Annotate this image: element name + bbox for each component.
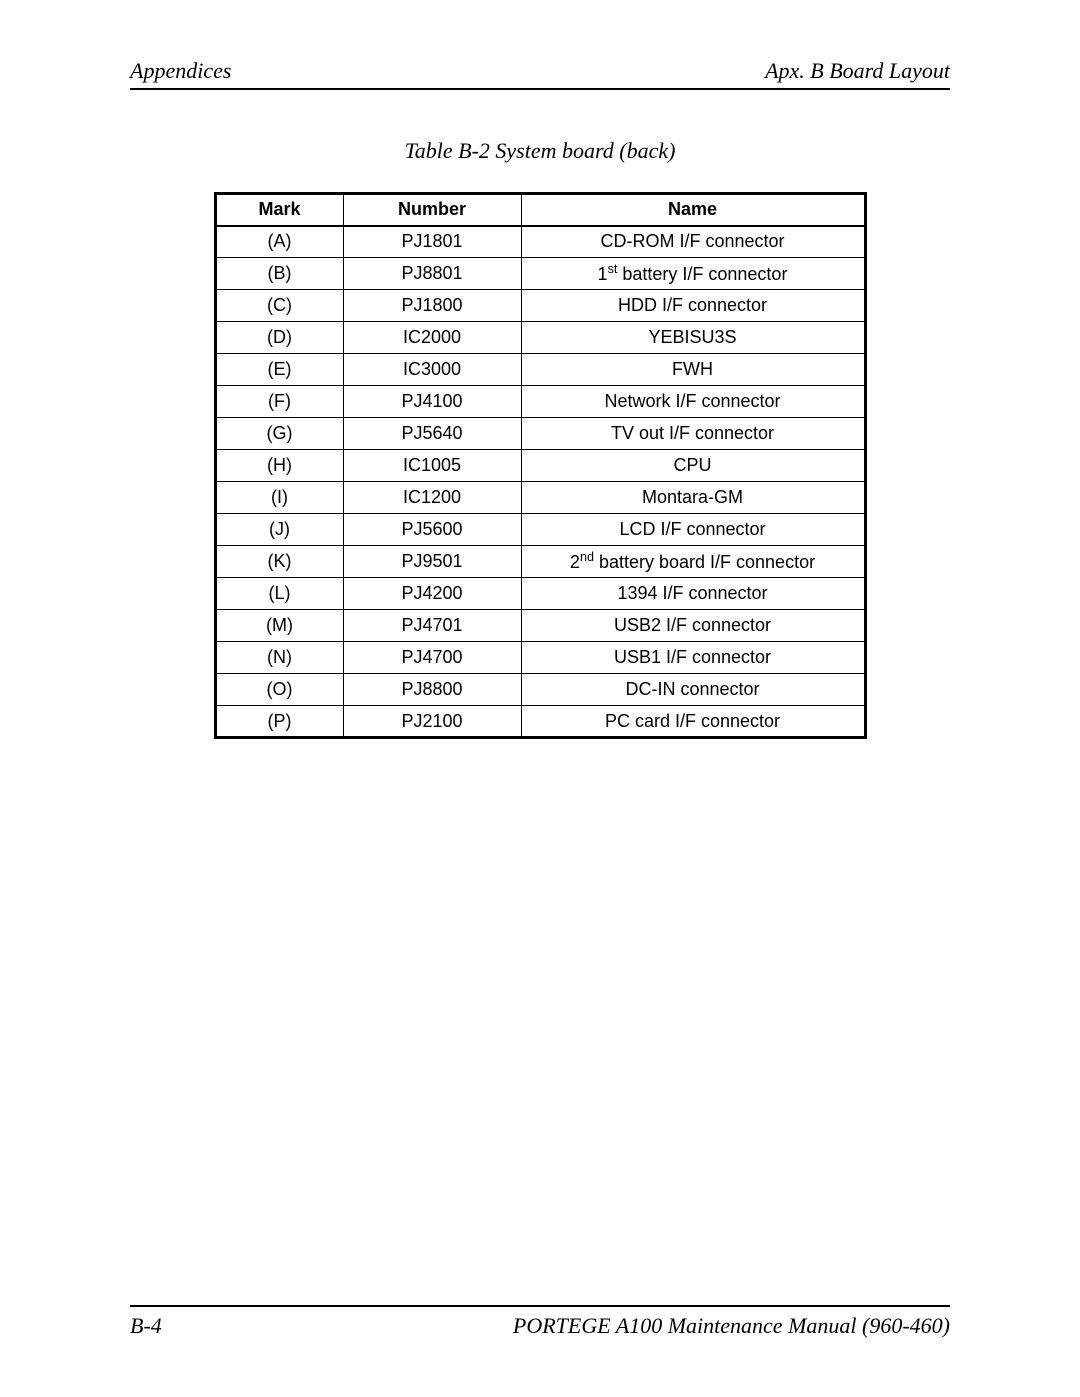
table-row: (P)PJ2100PC card I/F connector	[215, 706, 865, 738]
cell-number: PJ4200	[343, 578, 521, 610]
cell-number: IC3000	[343, 354, 521, 386]
footer-right: PORTEGE A100 Maintenance Manual (960-460…	[513, 1313, 950, 1339]
cell-mark: (L)	[215, 578, 343, 610]
cell-name: DC-IN connector	[521, 674, 865, 706]
table-row: (B)PJ88011st battery I/F connector	[215, 258, 865, 290]
table-caption: Table B-2 System board (back)	[130, 138, 950, 164]
page-header: Appendices Apx. B Board Layout	[130, 58, 950, 90]
cell-number: PJ5640	[343, 418, 521, 450]
cell-mark: (F)	[215, 386, 343, 418]
table-row: (M)PJ4701USB2 I/F connector	[215, 610, 865, 642]
cell-mark: (N)	[215, 642, 343, 674]
cell-mark: (P)	[215, 706, 343, 738]
cell-name: HDD I/F connector	[521, 290, 865, 322]
col-header-mark: Mark	[215, 194, 343, 226]
table-body: (A)PJ1801CD-ROM I/F connector(B)PJ88011s…	[215, 226, 865, 738]
cell-mark: (A)	[215, 226, 343, 258]
cell-mark: (G)	[215, 418, 343, 450]
cell-number: PJ9501	[343, 546, 521, 578]
cell-mark: (J)	[215, 514, 343, 546]
cell-number: PJ1800	[343, 290, 521, 322]
cell-name: CD-ROM I/F connector	[521, 226, 865, 258]
cell-name: LCD I/F connector	[521, 514, 865, 546]
table-row: (E)IC3000FWH	[215, 354, 865, 386]
page-footer: B-4 PORTEGE A100 Maintenance Manual (960…	[130, 1305, 950, 1339]
cell-number: PJ2100	[343, 706, 521, 738]
cell-name: FWH	[521, 354, 865, 386]
cell-name: 2nd battery board I/F connector	[521, 546, 865, 578]
table-row: (J)PJ5600LCD I/F connector	[215, 514, 865, 546]
cell-mark: (E)	[215, 354, 343, 386]
table-row: (L)PJ42001394 I/F connector	[215, 578, 865, 610]
table-container: Mark Number Name (A)PJ1801CD-ROM I/F con…	[130, 192, 950, 739]
system-board-table: Mark Number Name (A)PJ1801CD-ROM I/F con…	[214, 192, 867, 739]
cell-number: PJ5600	[343, 514, 521, 546]
cell-mark: (H)	[215, 450, 343, 482]
cell-name: USB1 I/F connector	[521, 642, 865, 674]
cell-number: IC1005	[343, 450, 521, 482]
table-row: (C)PJ1800HDD I/F connector	[215, 290, 865, 322]
header-right: Apx. B Board Layout	[765, 58, 950, 84]
cell-name: USB2 I/F connector	[521, 610, 865, 642]
table-row: (G)PJ5640TV out I/F connector	[215, 418, 865, 450]
col-header-number: Number	[343, 194, 521, 226]
header-left: Appendices	[130, 58, 231, 84]
cell-mark: (D)	[215, 322, 343, 354]
table-row: (A)PJ1801CD-ROM I/F connector	[215, 226, 865, 258]
cell-number: PJ1801	[343, 226, 521, 258]
table-row: (N)PJ4700USB1 I/F connector	[215, 642, 865, 674]
table-header-row: Mark Number Name	[215, 194, 865, 226]
table-row: (I)IC1200Montara-GM	[215, 482, 865, 514]
cell-mark: (O)	[215, 674, 343, 706]
cell-name: TV out I/F connector	[521, 418, 865, 450]
cell-name: Network I/F connector	[521, 386, 865, 418]
cell-number: PJ4700	[343, 642, 521, 674]
cell-mark: (I)	[215, 482, 343, 514]
table-row: (H)IC1005CPU	[215, 450, 865, 482]
cell-mark: (M)	[215, 610, 343, 642]
col-header-name: Name	[521, 194, 865, 226]
cell-name: PC card I/F connector	[521, 706, 865, 738]
table-row: (D)IC2000YEBISU3S	[215, 322, 865, 354]
cell-name: Montara-GM	[521, 482, 865, 514]
cell-number: PJ8800	[343, 674, 521, 706]
cell-mark: (B)	[215, 258, 343, 290]
table-row: (F)PJ4100Network I/F connector	[215, 386, 865, 418]
footer-left: B-4	[130, 1313, 162, 1339]
cell-name: CPU	[521, 450, 865, 482]
cell-name: 1394 I/F connector	[521, 578, 865, 610]
cell-number: PJ8801	[343, 258, 521, 290]
cell-number: IC2000	[343, 322, 521, 354]
cell-number: PJ4701	[343, 610, 521, 642]
cell-name: YEBISU3S	[521, 322, 865, 354]
table-row: (K)PJ95012nd battery board I/F connector	[215, 546, 865, 578]
cell-mark: (C)	[215, 290, 343, 322]
cell-number: IC1200	[343, 482, 521, 514]
table-row: (O)PJ8800DC-IN connector	[215, 674, 865, 706]
cell-number: PJ4100	[343, 386, 521, 418]
cell-mark: (K)	[215, 546, 343, 578]
cell-name: 1st battery I/F connector	[521, 258, 865, 290]
